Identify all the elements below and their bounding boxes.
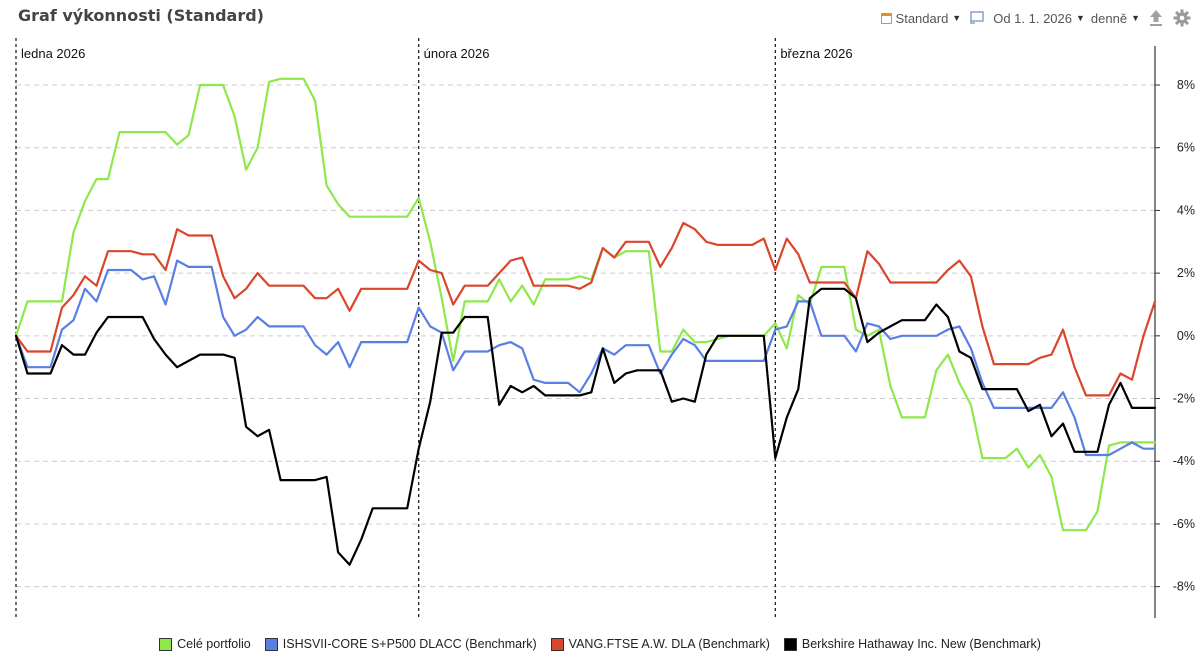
performance-chart: -8% -6% -4% -2% 0% 2% 4% 6% 8% ledna 2026 února 20… (14, 38, 1195, 618)
y-tick-label: -2% (1173, 392, 1195, 406)
page-title: Graf výkonnosti (Standard) (18, 6, 264, 25)
legend-item[interactable]: Celé portfolio (159, 637, 251, 651)
series-line-2 (14, 221, 1157, 397)
chevron-down-icon: ▼ (1131, 13, 1140, 23)
export-icon[interactable] (1146, 8, 1166, 28)
month-marker-label: března 2026 (780, 46, 852, 61)
y-tick-label: 2% (1177, 266, 1195, 280)
y-tick-label: 6% (1177, 141, 1195, 155)
legend-swatch (550, 637, 564, 651)
chevron-down-icon: ▼ (952, 13, 962, 23)
legend-label: ISHSVII-CORE S+P500 DLACC (Benchmark) (282, 637, 537, 651)
y-tick-label: 4% (1177, 203, 1195, 217)
chart-legend: Celé portfolio ISHSVII-CORE S+P500 DLACC … (0, 634, 1200, 654)
series-line-3 (14, 287, 1157, 566)
legend-item[interactable]: ISHSVII-CORE S+P500 DLACC (Benchmark) (264, 637, 537, 651)
range-select-label: Od 1. 1. 2026 (993, 10, 1072, 26)
legend-item[interactable]: VANG.FTSE A.W. DLA (Benchmark) (550, 637, 770, 651)
legend-label: Celé portfolio (177, 637, 251, 651)
range-select[interactable]: Od 1. 1. 2026 ▼ (993, 11, 1085, 26)
month-marker-label: ledna 2026 (21, 46, 85, 61)
gear-icon[interactable] (1172, 8, 1192, 28)
legend-swatch (159, 637, 173, 651)
view-select[interactable]: Standard ▼ (880, 10, 962, 26)
legend-swatch (783, 637, 797, 651)
y-tick-label: 8% (1177, 78, 1195, 92)
view-select-label: Standard (895, 10, 949, 26)
legend-label: VANG.FTSE A.W. DLA (Benchmark) (568, 637, 770, 651)
calendar-icon (880, 12, 892, 24)
legend-swatch (264, 637, 278, 651)
legend-item[interactable]: Berkshire Hathaway Inc. New (Benchmark) (783, 637, 1041, 651)
y-tick-label: 0% (1177, 329, 1195, 343)
series-line-1 (14, 259, 1157, 457)
interval-select-label: denně (1090, 10, 1128, 26)
chart-toolbar: Standard ▼ Od 1. 1. 2026 ▼ denně ▼ (880, 6, 1192, 30)
legend-label: Berkshire Hathaway Inc. New (Benchmark) (801, 637, 1041, 651)
interval-select[interactable]: denně ▼ (1091, 11, 1140, 26)
month-marker-label: února 2026 (424, 46, 490, 61)
series-line-0 (14, 77, 1157, 532)
y-tick-label: -4% (1173, 454, 1195, 468)
chevron-down-icon: ▼ (1076, 13, 1085, 23)
y-tick-label: -6% (1173, 517, 1195, 531)
y-tick-label: -8% (1173, 580, 1195, 594)
fullscreen-icon[interactable] (967, 8, 987, 28)
